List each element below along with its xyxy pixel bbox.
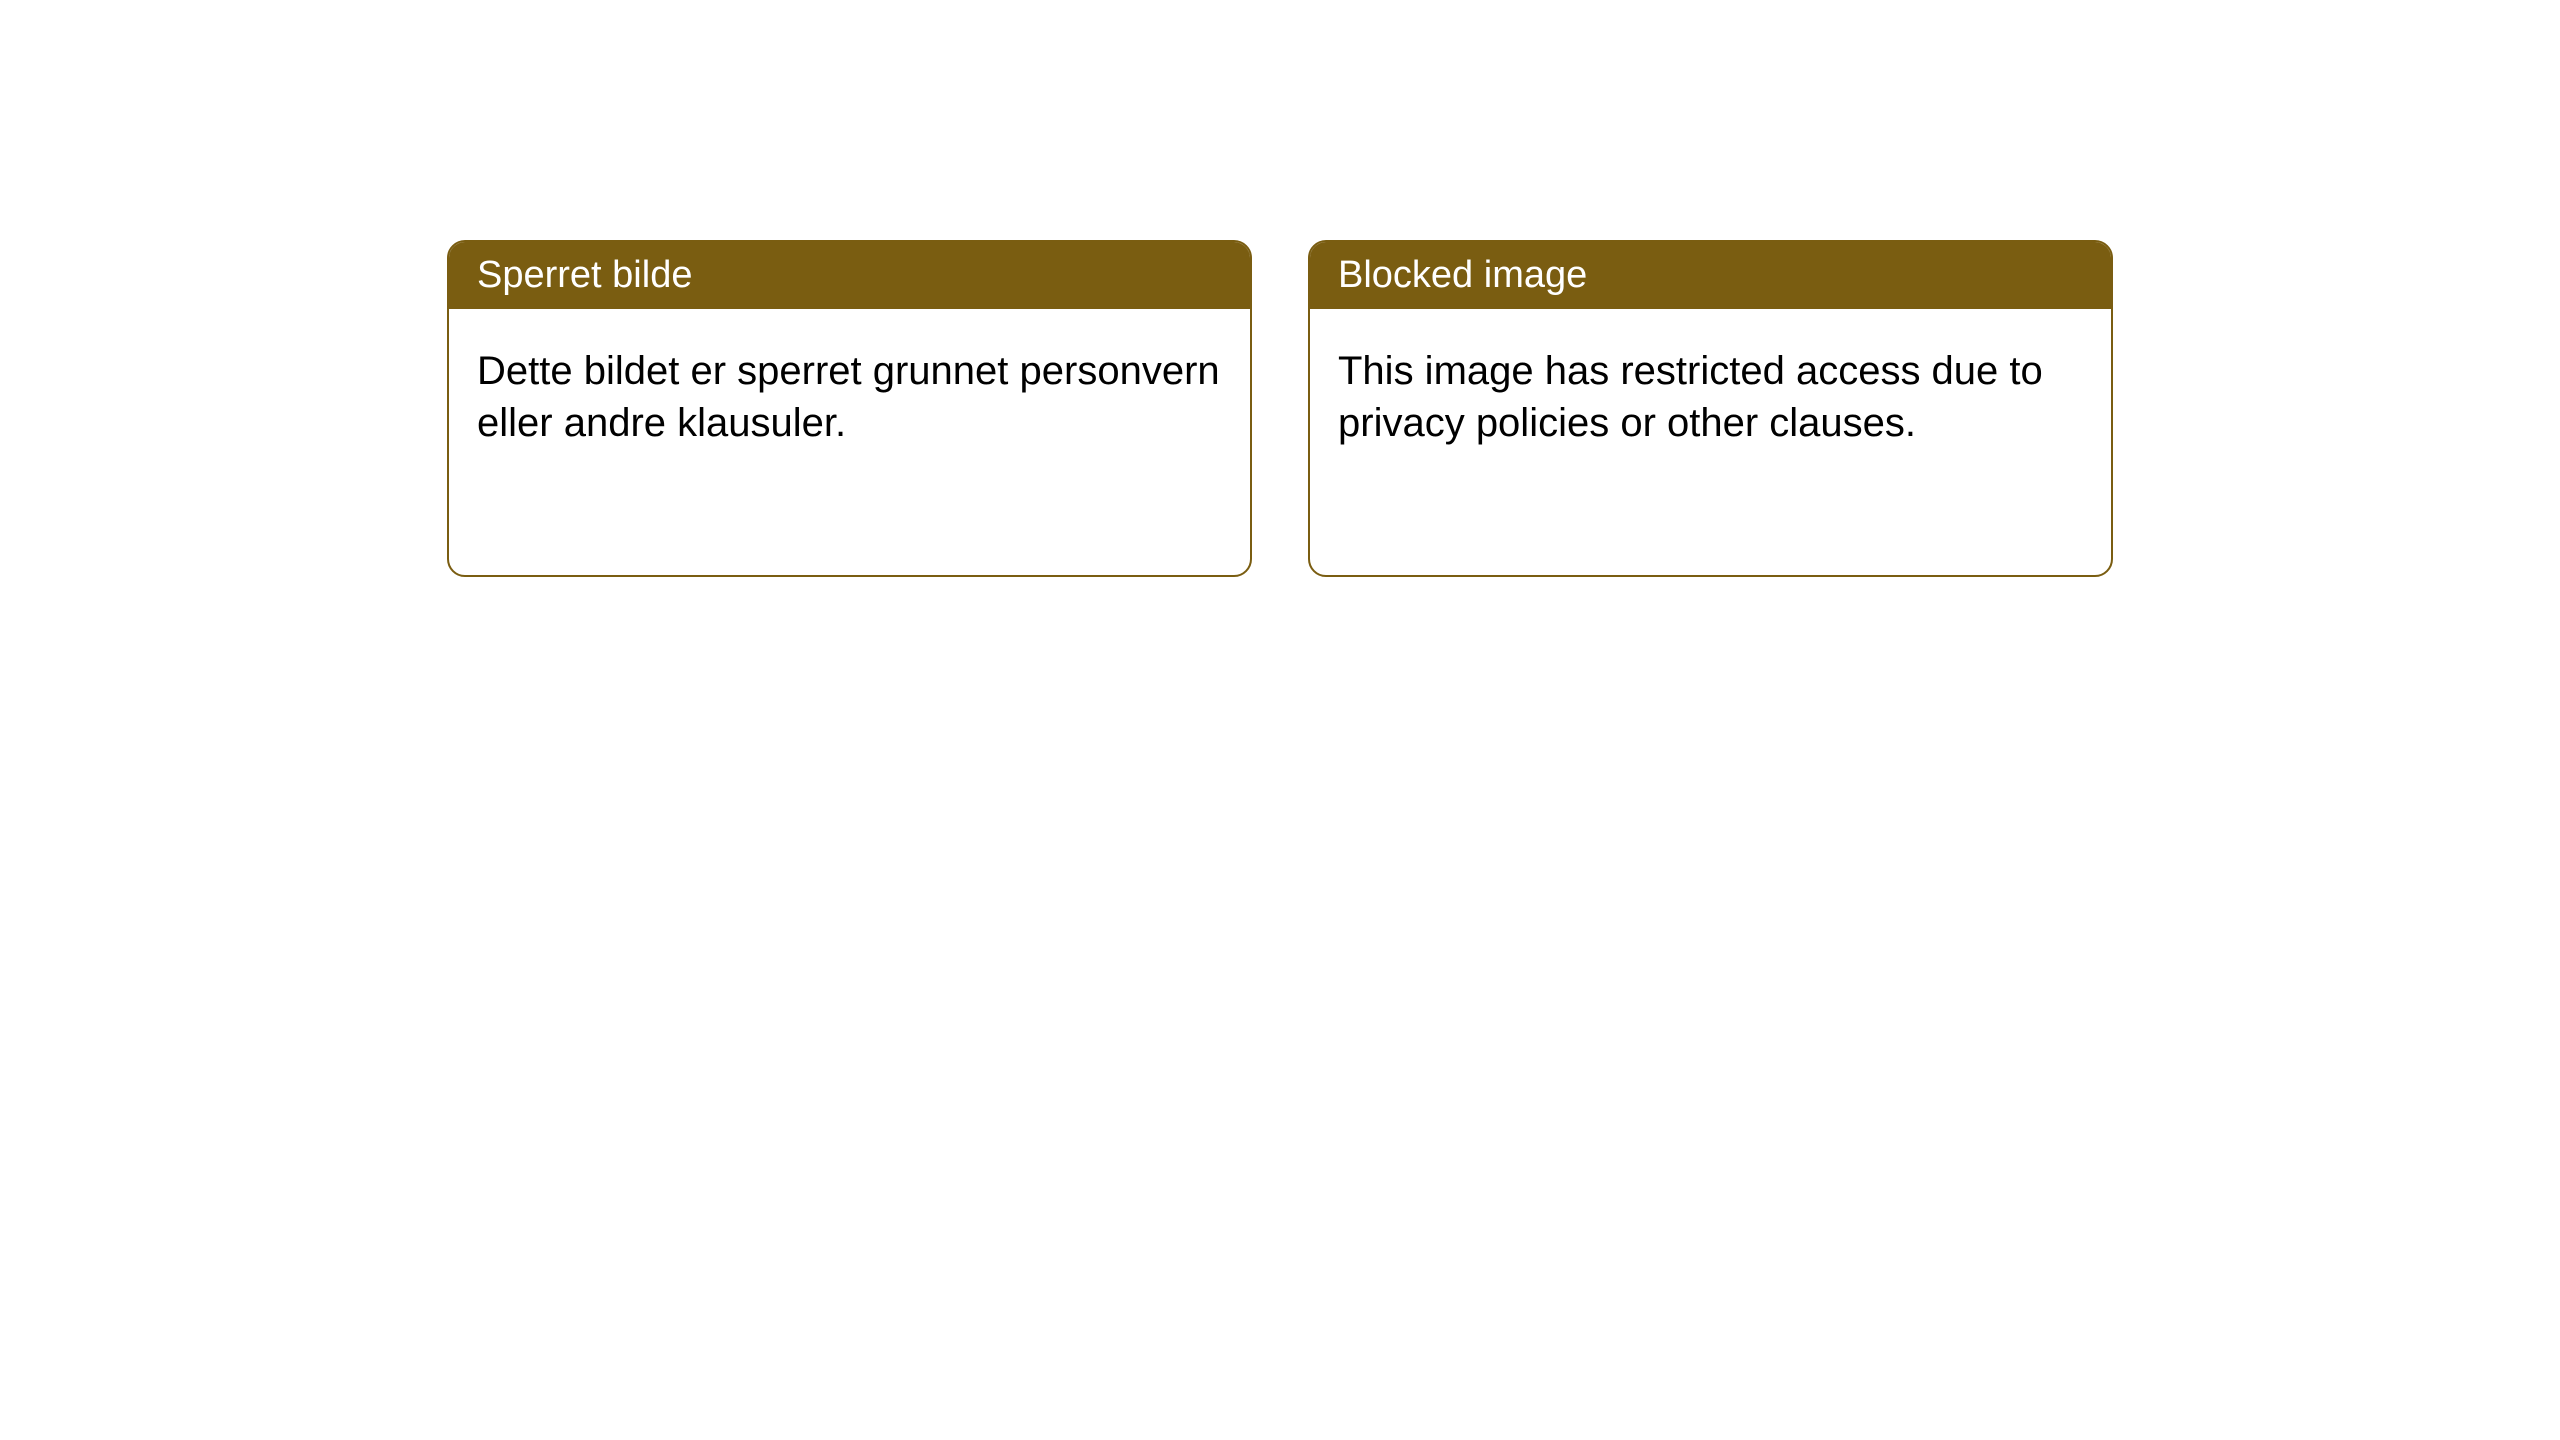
card-body: Dette bildet er sperret grunnet personve… [449, 309, 1250, 485]
card-header: Sperret bilde [449, 242, 1250, 309]
card-body-text: Dette bildet er sperret grunnet personve… [477, 349, 1220, 445]
notice-card-norwegian: Sperret bilde Dette bildet er sperret gr… [447, 240, 1252, 577]
card-header-text: Blocked image [1338, 254, 1587, 296]
notice-card-english: Blocked image This image has restricted … [1308, 240, 2113, 577]
notice-cards-container: Sperret bilde Dette bildet er sperret gr… [447, 240, 2113, 577]
card-header-text: Sperret bilde [477, 254, 692, 296]
card-body: This image has restricted access due to … [1310, 309, 2111, 485]
card-header: Blocked image [1310, 242, 2111, 309]
card-body-text: This image has restricted access due to … [1338, 349, 2043, 445]
